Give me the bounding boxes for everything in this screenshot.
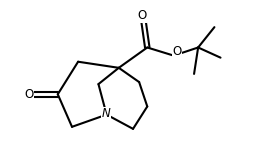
Text: O: O xyxy=(138,10,147,22)
Text: N: N xyxy=(101,107,110,120)
Text: O: O xyxy=(24,88,34,101)
Text: O: O xyxy=(172,45,181,58)
